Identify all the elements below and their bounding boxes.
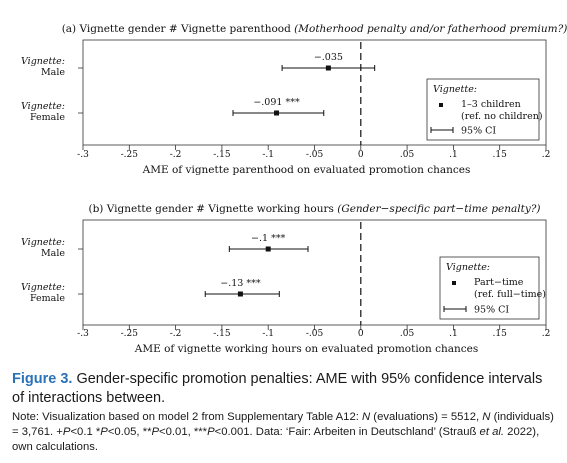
x-tick-label: -.3 <box>77 150 89 160</box>
x-tick-label: .05 <box>400 329 415 339</box>
panel-title: (a) Vignette gender # Vignette parenthoo… <box>62 23 567 35</box>
estimate-label: −.13 *** <box>220 278 261 289</box>
legend-point-sub: (ref. full−time) <box>474 289 546 300</box>
y-group-label: Vignette: <box>21 101 65 112</box>
y-category-label: Female <box>30 112 65 123</box>
x-tick-label: -.15 <box>213 329 231 339</box>
note-text: et al. <box>479 426 505 438</box>
note-text: <0.05, ** <box>107 426 152 438</box>
x-tick-label: -.05 <box>306 329 324 339</box>
point-estimate <box>325 65 331 71</box>
legend-point-sub: (ref. no children) <box>461 111 543 122</box>
x-tick-label: .1 <box>449 150 458 160</box>
note-text: P <box>207 426 215 438</box>
y-group-label: Vignette: <box>21 56 65 67</box>
note-text: 2022), own calculations. <box>12 426 540 453</box>
figure-caption: Figure 3. Gender-specific promotion pena… <box>12 370 557 408</box>
x-tick-label: -.25 <box>121 150 139 160</box>
x-tick-label: -.25 <box>121 329 139 339</box>
x-tick-label: -.1 <box>262 329 274 339</box>
figure-panels: (a) Vignette gender # Vignette parenthoo… <box>21 23 567 355</box>
panel-title: (b) Vignette gender # Vignette working h… <box>88 203 540 215</box>
x-tick-label: -.05 <box>306 150 324 160</box>
chart-panel-b: (b) Vignette gender # Vignette working h… <box>21 203 550 355</box>
point-estimate <box>265 246 271 252</box>
x-tick-label: -.2 <box>170 150 182 160</box>
x-tick-label: .1 <box>449 329 458 339</box>
chart-panel-a: (a) Vignette gender # Vignette parenthoo… <box>21 23 567 176</box>
point-estimate <box>237 291 243 297</box>
y-group-label: Vignette: <box>21 282 65 293</box>
estimate-label: −.1 *** <box>251 233 286 244</box>
legend-point-marker <box>452 281 456 285</box>
legend-point-marker <box>439 103 443 107</box>
figure-note: Note: Visualization based on model 2 fro… <box>12 410 557 455</box>
y-category-label: Female <box>30 293 65 304</box>
legend: Vignette: 1–3 children(ref. no children) 9… <box>426 78 543 141</box>
x-axis-label: AME of vignette parenthood on evaluated … <box>142 164 471 176</box>
panel-title-plain: (b) Vignette gender # Vignette working h… <box>88 203 337 215</box>
panel-title-italic: (Gender−specific part−time penalty?) <box>337 203 540 215</box>
note-text: <0.01, *** <box>159 426 208 438</box>
figure-label: Figure 3. <box>12 371 73 387</box>
x-tick-label: -.3 <box>77 329 89 339</box>
x-tick-label: -.15 <box>213 150 231 160</box>
panel-title-plain: (a) Vignette gender # Vignette parenthoo… <box>62 23 294 35</box>
estimate-label: −.035 <box>314 52 343 63</box>
legend: Vignette: Part−time(ref. full−time) 95% CI <box>439 256 546 320</box>
panel-title-italic: (Motherhood penalty and/or fatherhood pr… <box>294 23 567 35</box>
y-category-label: Male <box>41 67 65 78</box>
legend-title: Vignette: <box>446 262 490 273</box>
legend-ci-label: 95% CI <box>461 126 496 137</box>
note-text: N <box>482 411 491 423</box>
legend-point-label: 1–3 children <box>461 99 521 110</box>
note-text: <0.1 * <box>70 426 101 438</box>
note-text: N <box>362 411 371 423</box>
note-text: P <box>100 426 108 438</box>
legend-ci-label: 95% CI <box>474 305 509 316</box>
x-tick-label: .05 <box>400 150 415 160</box>
x-tick-label: -.2 <box>170 329 182 339</box>
y-group-label: Vignette: <box>21 237 65 248</box>
figure-caption-text: Gender-specific promotion penalties: AME… <box>12 371 543 406</box>
note-text: (individuals) = 3,761. + <box>12 411 554 438</box>
x-tick-label: -.1 <box>262 150 274 160</box>
legend-point-label: Part−time <box>474 277 524 288</box>
legend-title: Vignette: <box>433 84 477 95</box>
y-category-label: Male <box>41 248 65 259</box>
x-tick-label: .2 <box>542 329 551 339</box>
note-text: <0.001. Data: ‘Fair: Arbeiten in Deutsch… <box>214 426 480 438</box>
x-tick-label: 0 <box>358 150 364 160</box>
x-tick-label: .2 <box>542 150 551 160</box>
x-tick-label: .15 <box>493 329 508 339</box>
estimate-label: −.091 *** <box>253 97 300 108</box>
x-tick-label: .15 <box>493 150 508 160</box>
note-text: P <box>62 426 71 438</box>
note-text: P <box>151 426 160 438</box>
note-text: Note: Visualization based on model 2 fro… <box>12 411 362 423</box>
x-axis-label: AME of vignette working hours on evaluat… <box>134 343 479 355</box>
x-tick-label: 0 <box>358 329 364 339</box>
point-estimate <box>274 110 280 116</box>
note-text: (evaluations) = 5512, <box>370 411 483 423</box>
